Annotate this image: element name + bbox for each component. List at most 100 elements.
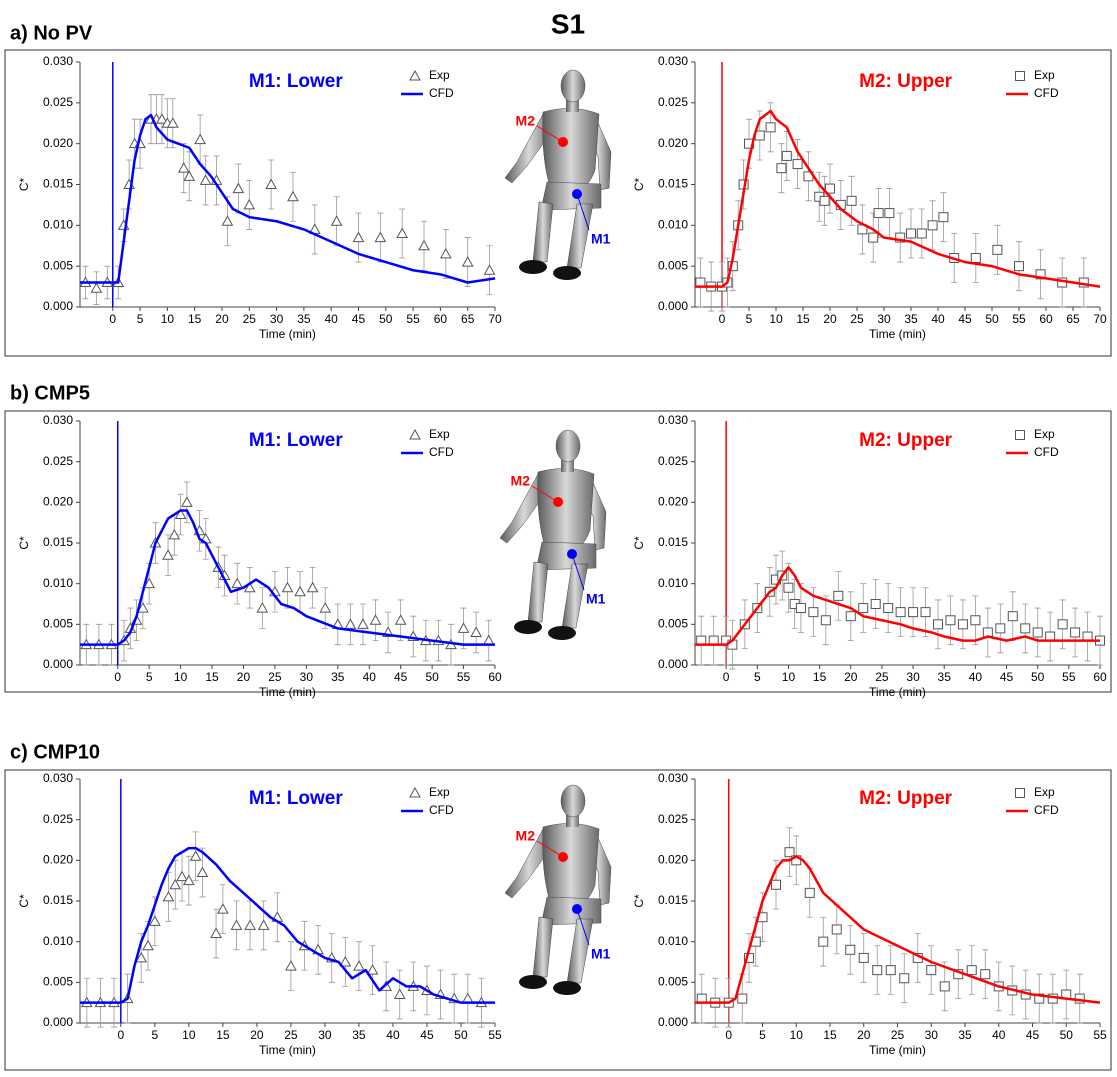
exp-point: [846, 612, 855, 621]
x-axis-label: Time (min): [259, 327, 316, 341]
exp-point: [900, 974, 909, 983]
exp-point: [179, 163, 189, 172]
page: {"title":"S1", "panels":[{"label":"a) No…: [0, 0, 1117, 1077]
legend-label: CFD: [1034, 803, 1059, 817]
exp-point: [846, 945, 855, 954]
y-tick-label: 0.030: [658, 771, 688, 785]
exp-point: [939, 213, 948, 222]
chart-title: M1: Lower: [249, 430, 344, 451]
shoe: [514, 620, 542, 634]
legend-marker: [410, 788, 420, 797]
x-tick-label: 45: [1026, 1028, 1040, 1042]
legend-marker: [1016, 431, 1025, 440]
x-tick-label: 60: [488, 670, 502, 684]
exp-point: [869, 233, 878, 242]
x-axis-label: Time (min): [869, 685, 926, 699]
exp-point: [463, 257, 473, 266]
shoe: [519, 260, 547, 274]
x-tick-label: 60: [1093, 670, 1107, 684]
y-tick-label: 0.025: [43, 95, 73, 109]
x-tick-label: 60: [434, 312, 448, 326]
exp-point: [441, 249, 451, 258]
exp-point: [286, 961, 296, 970]
y-tick-label: 0.030: [658, 413, 688, 427]
shin: [528, 562, 548, 622]
x-tick-label: 55: [488, 1028, 502, 1042]
exp-point: [772, 880, 781, 889]
exp-point: [368, 965, 378, 974]
x-tick-label: 20: [237, 670, 251, 684]
exp-point: [946, 616, 955, 625]
x-tick-label: 40: [992, 1028, 1006, 1042]
x-tick-label: 70: [1093, 312, 1107, 326]
x-tick-label: 5: [137, 312, 144, 326]
x-tick-label: 0: [723, 670, 730, 684]
x-tick-label: 45: [958, 312, 972, 326]
x-tick-label: 0: [725, 1028, 732, 1042]
exp-point: [459, 623, 469, 632]
y-tick-label: 0.030: [43, 54, 73, 68]
y-tick-label: 0.015: [658, 177, 688, 191]
legend-label: CFD: [429, 86, 454, 100]
y-tick-label: 0.000: [658, 1015, 688, 1029]
exp-point: [784, 583, 793, 592]
x-tick-label: 35: [904, 312, 918, 326]
y-tick-label: 0.030: [658, 54, 688, 68]
x-tick-label: 20: [844, 670, 858, 684]
mannequin: M2M1: [505, 70, 611, 280]
legend-label: CFD: [1034, 86, 1059, 100]
sensor-label: M1: [586, 591, 606, 607]
exp-point: [169, 530, 179, 539]
x-tick-label: 20: [823, 312, 837, 326]
x-tick-label: 10: [174, 670, 188, 684]
y-tick-label: 0.000: [43, 657, 73, 671]
exp-point: [244, 200, 254, 209]
exp-point: [1071, 628, 1080, 637]
exp-point: [909, 608, 918, 617]
shoe: [519, 975, 547, 989]
x-tick-label: 0: [109, 312, 116, 326]
exp-point: [907, 229, 916, 238]
x-tick-label: 0: [114, 670, 121, 684]
x-tick-label: 5: [759, 1028, 766, 1042]
y-tick-label: 0.000: [658, 299, 688, 313]
x-tick-label: 10: [182, 1028, 196, 1042]
shin: [567, 919, 593, 983]
y-tick-label: 0.010: [43, 934, 73, 948]
exp-point: [375, 233, 385, 242]
x-tick-label: 0: [117, 1028, 124, 1042]
x-tick-label: 55: [406, 312, 420, 326]
panel-label: c) CMP10: [10, 741, 100, 763]
legend-marker: [1016, 789, 1025, 798]
chart-title: M2: Upper: [859, 71, 953, 92]
exp-point: [896, 608, 905, 617]
x-tick-label: 40: [931, 312, 945, 326]
exp-point: [191, 851, 201, 860]
sensor-dot: [558, 852, 568, 862]
y-tick-label: 0.005: [43, 975, 73, 989]
x-tick-label: 60: [1039, 312, 1053, 326]
exp-point: [885, 209, 894, 218]
exp-point: [1015, 262, 1024, 271]
exp-point: [819, 937, 828, 946]
x-axis-label: Time (min): [259, 1043, 316, 1057]
exp-point: [308, 583, 318, 592]
x-tick-label: 50: [454, 1028, 468, 1042]
y-tick-label: 0.005: [43, 617, 73, 631]
x-tick-label: 65: [461, 312, 475, 326]
exp-point: [996, 624, 1005, 633]
x-tick-label: 35: [297, 312, 311, 326]
x-tick-label: 65: [1066, 312, 1080, 326]
exp-point: [222, 216, 232, 225]
exp-point: [197, 868, 207, 877]
y-tick-label: 0.020: [658, 136, 688, 150]
exp-point: [886, 966, 895, 975]
exp-point: [847, 196, 856, 205]
y-tick-label: 0.020: [43, 853, 73, 867]
y-tick-label: 0.010: [43, 218, 73, 232]
exp-point: [859, 604, 868, 613]
x-tick-label: 25: [243, 312, 257, 326]
exp-point: [821, 616, 830, 625]
exp-point: [967, 966, 976, 975]
